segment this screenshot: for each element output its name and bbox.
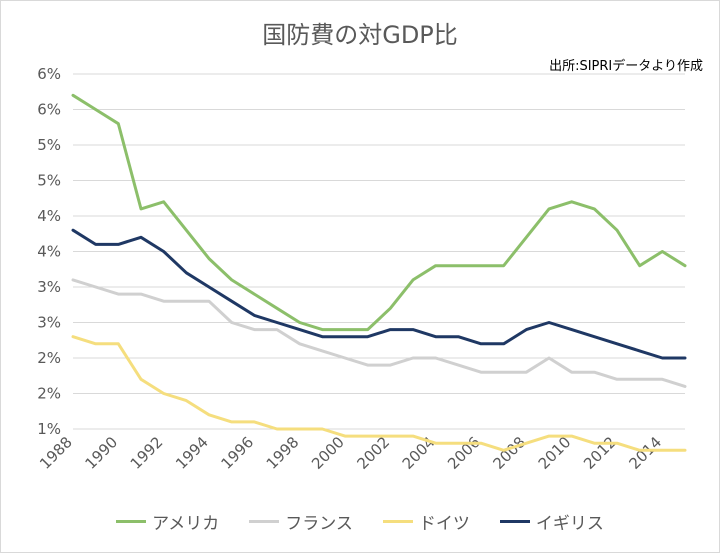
legend-swatch [499, 520, 530, 523]
y-tick-label: 3% [37, 314, 61, 332]
x-tick-label: 1998 [263, 433, 303, 473]
y-tick-label: 4% [37, 207, 61, 225]
x-tick-label: 2002 [353, 433, 393, 473]
y-tick-label: 6% [37, 101, 61, 119]
legend-swatch [249, 520, 280, 523]
x-tick-label: 2000 [308, 433, 348, 473]
legend-item: ドイツ [382, 509, 470, 534]
legend-label: アメリカ [152, 514, 220, 534]
source-note: 出所:SIPRIデータより作成 [549, 59, 703, 74]
series-line-3 [71, 335, 687, 452]
y-tick-label: 2% [37, 349, 61, 367]
legend: アメリカ フランス ドイツ イギリス [1, 509, 719, 534]
legend-label: イギリス [535, 514, 604, 534]
legend-item: フランス [249, 509, 353, 534]
legend-swatch [382, 520, 413, 523]
legend-swatch [116, 520, 147, 523]
series-line-1 [71, 93, 687, 332]
chart-title: 国防費の対GDP比 [262, 21, 458, 49]
legend-label: ドイツ [418, 514, 470, 534]
legend-item: アメリカ [116, 509, 219, 534]
x-tick-label: 2014 [625, 433, 665, 473]
x-tick-label: 1990 [81, 433, 121, 473]
y-tick-label: 6% [37, 65, 61, 83]
legend-item: イギリス [499, 509, 604, 534]
legend-label: フランス [285, 514, 353, 534]
x-tick-label: 1988 [36, 433, 76, 473]
y-tick-label: 5% [37, 136, 61, 154]
y-tick-label: 3% [37, 278, 61, 296]
x-tick-label: 1994 [172, 433, 212, 473]
x-tick-label: 2008 [489, 433, 529, 473]
y-tick-label: 5% [37, 172, 61, 190]
y-tick-label: 2% [37, 385, 61, 403]
x-tick-label: 1992 [127, 433, 167, 473]
y-tick-label: 4% [37, 243, 61, 261]
x-tick-label: 2006 [444, 433, 484, 473]
x-tick-label: 1996 [217, 433, 257, 473]
series-line-4 [71, 228, 687, 360]
y-tick-label: 1% [37, 420, 61, 438]
series-line-2 [71, 278, 687, 388]
